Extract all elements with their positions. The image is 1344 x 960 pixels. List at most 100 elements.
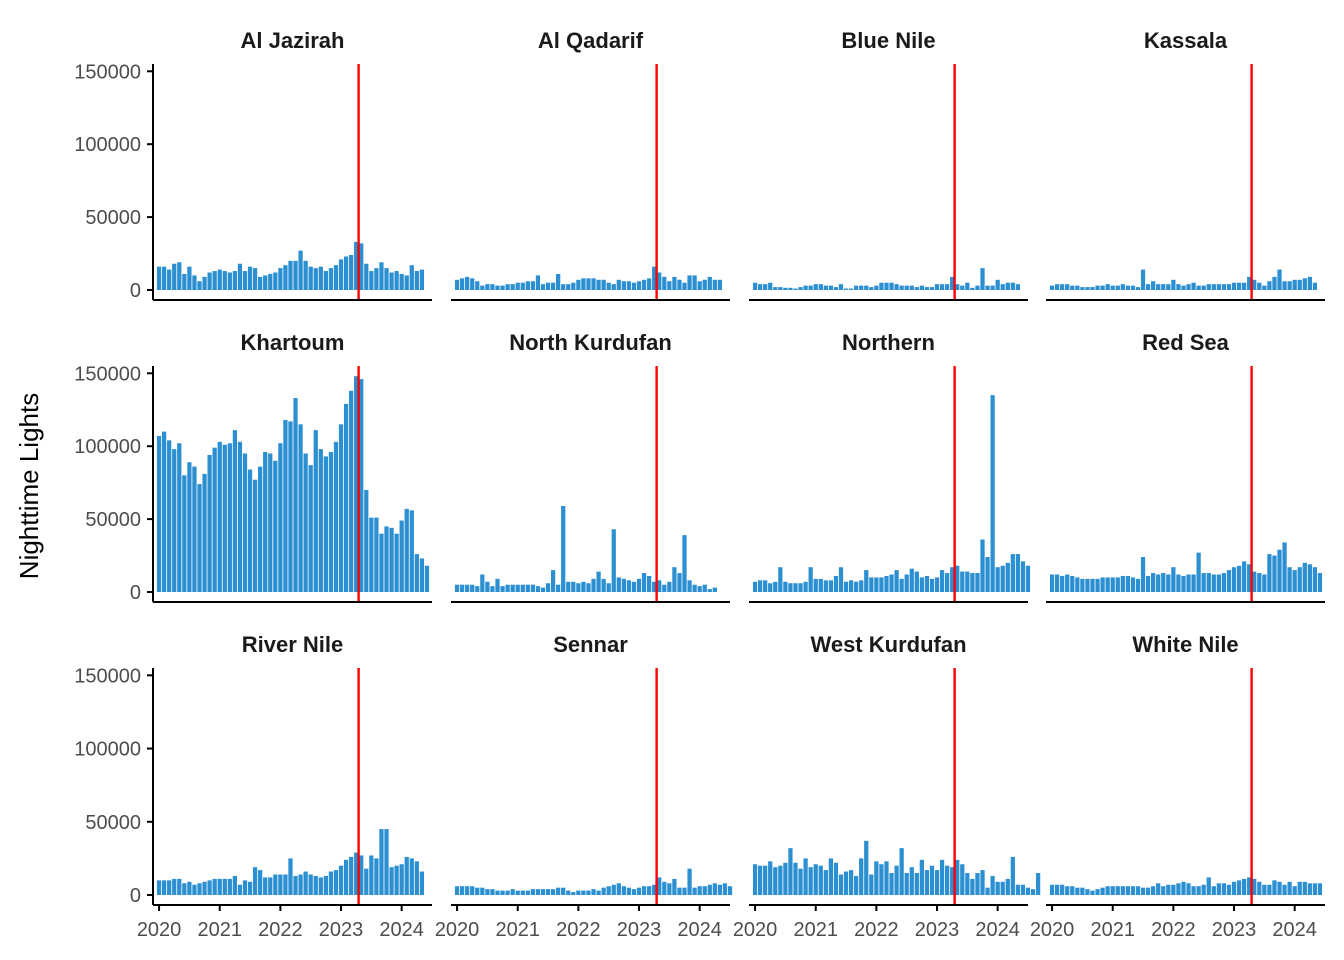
bar	[1070, 575, 1075, 592]
bar	[242, 271, 248, 290]
x-tick-label: 2022	[258, 919, 303, 941]
bar	[803, 858, 808, 895]
bar	[1201, 285, 1206, 290]
bar	[167, 440, 172, 592]
bar	[1095, 285, 1100, 290]
bar	[647, 278, 652, 290]
bar	[950, 567, 955, 592]
bar	[914, 873, 919, 895]
y-tick-label: 150000	[74, 61, 141, 83]
bar	[364, 263, 369, 290]
bar	[838, 874, 844, 895]
bar	[480, 574, 485, 592]
bar	[1307, 564, 1312, 592]
bar	[1181, 575, 1186, 592]
bar	[788, 583, 793, 592]
bar	[606, 886, 611, 895]
x-tick-label: 2020	[435, 919, 480, 941]
bar	[763, 580, 768, 592]
bar	[556, 273, 561, 290]
bar	[995, 279, 1000, 290]
panel-title: Blue Nile	[841, 28, 935, 53]
bar	[975, 873, 980, 895]
x-tick-label: 2021	[495, 919, 540, 941]
bar	[1035, 873, 1041, 895]
bar	[950, 276, 955, 290]
bar	[621, 886, 626, 895]
bar	[247, 881, 253, 895]
bar	[667, 581, 672, 592]
bar	[1156, 883, 1161, 895]
bar	[1297, 567, 1302, 592]
bar	[328, 871, 334, 895]
bar	[485, 889, 490, 895]
bar	[545, 282, 551, 290]
bar	[687, 275, 692, 290]
facet-panel: Sennar 2020 2021 2022 2023 2024	[435, 632, 733, 941]
bar	[1140, 557, 1146, 592]
bar	[677, 279, 682, 290]
bar	[929, 578, 935, 592]
bar	[591, 578, 596, 592]
bar	[1151, 281, 1156, 290]
bar	[939, 284, 945, 290]
bar	[1176, 883, 1181, 895]
bar	[374, 268, 379, 290]
panel-title: Northern	[842, 330, 935, 355]
bar	[717, 279, 723, 290]
bar	[288, 421, 293, 592]
bar	[500, 586, 505, 592]
bar	[303, 453, 308, 592]
bar	[232, 430, 238, 592]
bar	[1130, 577, 1136, 592]
bar	[894, 865, 899, 895]
bar	[854, 285, 859, 290]
bar	[1181, 285, 1186, 290]
bar	[712, 883, 717, 895]
facet-panel: Red Sea	[1046, 330, 1325, 603]
bar	[550, 889, 556, 895]
bar	[1226, 570, 1232, 592]
bar	[611, 529, 616, 592]
bar	[212, 878, 217, 895]
bar	[515, 584, 520, 592]
bar	[1206, 573, 1211, 592]
bar	[525, 281, 530, 290]
bar	[712, 587, 717, 592]
bar	[1020, 884, 1026, 895]
bar	[939, 570, 945, 592]
bar	[672, 276, 677, 290]
bar	[601, 279, 606, 290]
bar	[1201, 573, 1206, 592]
x-tick-label: 2020	[1030, 919, 1075, 941]
bar	[318, 266, 323, 290]
bar	[161, 431, 167, 592]
bar	[1206, 284, 1211, 290]
bar	[1085, 287, 1090, 290]
bar	[1054, 284, 1060, 290]
bar	[692, 275, 697, 290]
bar	[1247, 276, 1252, 290]
bar	[1000, 284, 1005, 290]
bar	[859, 285, 864, 290]
bar	[1125, 886, 1131, 895]
bar	[167, 880, 172, 895]
bar	[1065, 574, 1070, 592]
bar	[970, 878, 975, 895]
bar	[631, 889, 637, 895]
y-tick-label: 150000	[74, 665, 141, 687]
bar	[1005, 878, 1010, 895]
bar	[1100, 887, 1105, 895]
bar	[773, 867, 778, 895]
bar	[606, 583, 611, 592]
bar	[454, 279, 460, 290]
bar	[864, 840, 869, 895]
bar	[273, 874, 278, 895]
bar	[854, 581, 859, 592]
bar	[808, 867, 813, 895]
bar	[237, 263, 243, 290]
bar	[1221, 573, 1227, 592]
bar	[955, 565, 960, 592]
bar	[328, 452, 334, 592]
bar	[525, 890, 530, 895]
